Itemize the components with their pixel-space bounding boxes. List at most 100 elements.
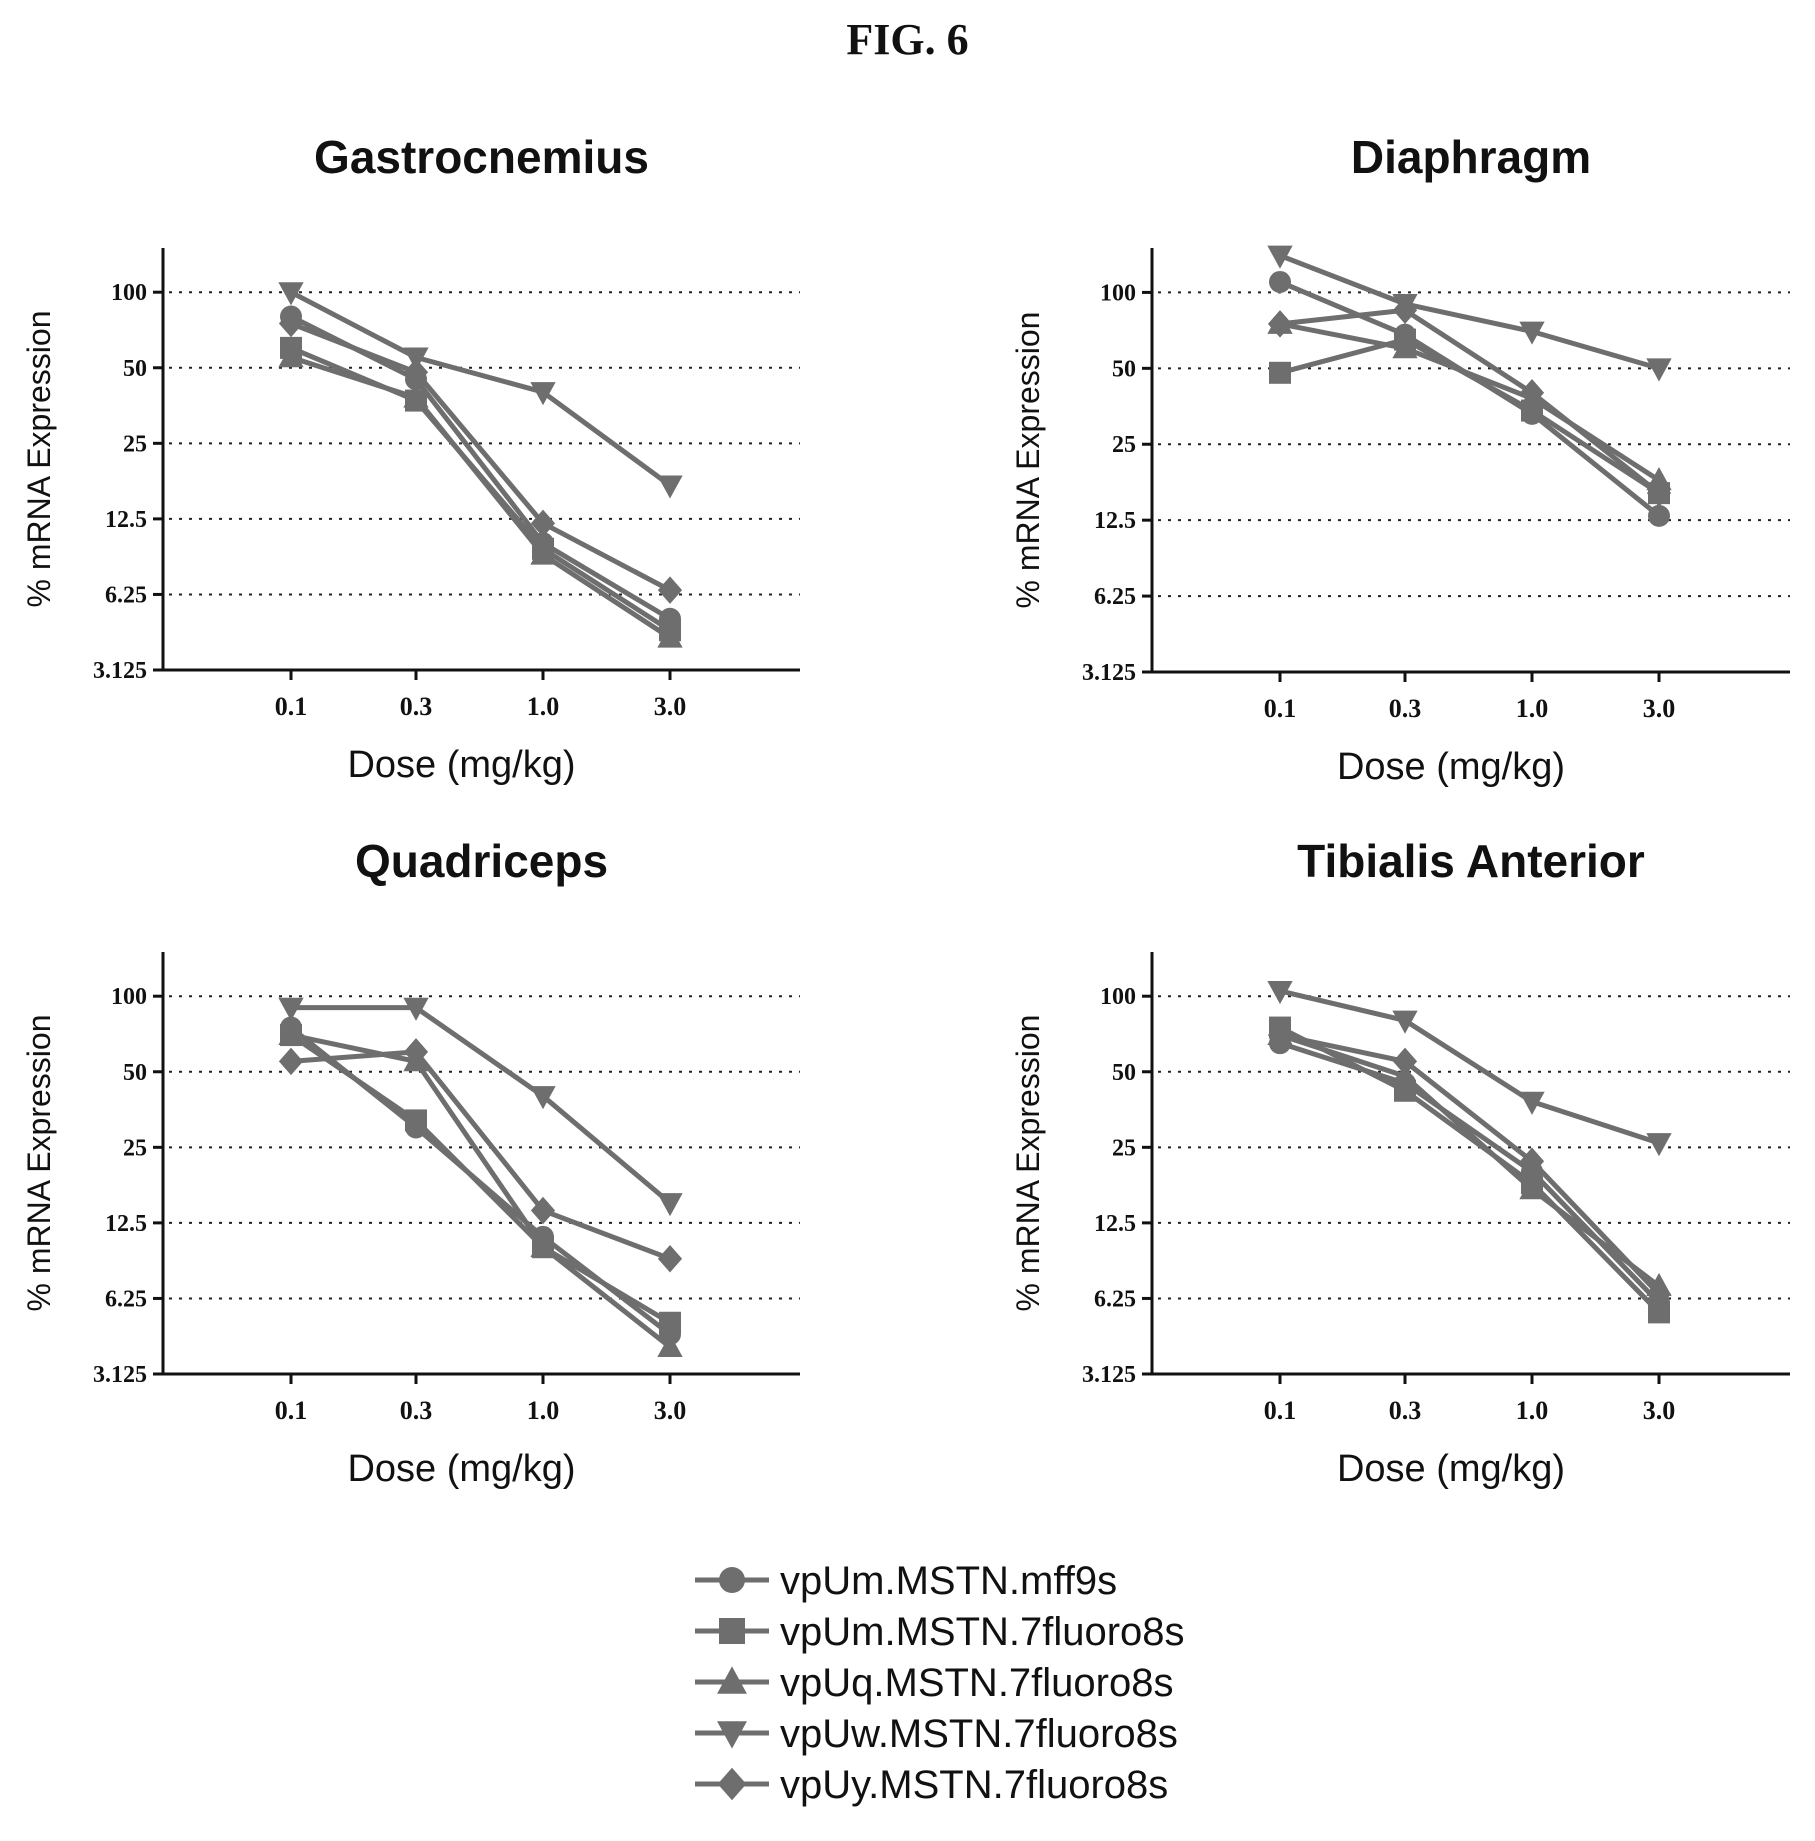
- legend-marker: [719, 1618, 745, 1644]
- legend-marker: [717, 1666, 747, 1694]
- data-point: [1519, 1176, 1545, 1200]
- series-line: [289, 1033, 672, 1325]
- x-tick-label: 0.1: [1264, 1396, 1297, 1425]
- legend-label: vpUm.MSTN.mff9s: [780, 1559, 1117, 1603]
- data-point: [403, 1038, 429, 1066]
- series-vpuq-mstn-7fluoro8s: [278, 344, 683, 648]
- series-vpuw-mstn-7fluoro8s: [278, 282, 683, 499]
- series-line: [1279, 988, 1660, 1146]
- data-point: [278, 1047, 304, 1076]
- series-vpum-mstn-mff9s: [1269, 1032, 1670, 1314]
- series-line: [290, 1032, 672, 1350]
- chart-panel-gastrocnemius: Gastrocnemius 3.125 6.25 12.5 25 50 100 0.1 0.3 1…: [21, 131, 800, 786]
- data-point: [530, 1196, 556, 1225]
- data-point: [1392, 1010, 1418, 1034]
- data-point: [659, 1311, 681, 1334]
- y-tick-label: 3.125: [1082, 660, 1136, 686]
- x-tick-label: 0.3: [1389, 694, 1422, 723]
- chart-title: Diaphragm: [1351, 131, 1591, 183]
- chart-title: Quadriceps: [355, 835, 608, 887]
- series-line: [1279, 1040, 1661, 1305]
- figure-title: FIG. 6: [846, 15, 969, 64]
- legend-marker: [719, 1567, 745, 1593]
- x-tick-label: 3.0: [1643, 694, 1676, 723]
- legend-item-vpum-mstn-7fluoro8s: vpUm.MSTN.7fluoro8s: [695, 1610, 1185, 1654]
- data-point: [278, 282, 304, 306]
- series-line: [1279, 321, 1661, 483]
- data-point: [1646, 479, 1672, 507]
- x-tick-label: 1.0: [1516, 694, 1549, 723]
- x-tick-label: 0.1: [1264, 694, 1297, 723]
- legend-label: vpUy.MSTN.7fluoro8s: [780, 1763, 1168, 1807]
- x-tick-label: 3.0: [654, 692, 687, 721]
- legend-item-vpuy-mstn-7fluoro8s: vpUy.MSTN.7fluoro8s: [695, 1763, 1168, 1807]
- legend-label: vpUw.MSTN.7fluoro8s: [780, 1712, 1178, 1756]
- data-point: [1646, 1280, 1672, 1308]
- data-point: [1648, 1301, 1670, 1324]
- y-tick-label: 25: [123, 1135, 147, 1161]
- x-tick-label: 0.1: [275, 692, 308, 721]
- data-point: [278, 1021, 304, 1045]
- data-point: [1519, 1091, 1545, 1115]
- series-line: [290, 354, 672, 640]
- legend: vpUm.MSTN.mff9s vpUm.MSTN.7fluoro8s vpUq.M…: [695, 1559, 1185, 1807]
- series-line: [291, 1005, 672, 1205]
- series-line: [290, 321, 672, 593]
- y-tick-label: 100: [111, 280, 147, 306]
- data-point: [403, 997, 429, 1021]
- y-tick-label: 3.125: [93, 1362, 147, 1388]
- data-point: [657, 1244, 683, 1273]
- y-tick-label: 6.25: [1094, 1286, 1136, 1312]
- data-point: [530, 1234, 556, 1258]
- y-tick-label: 12.5: [1094, 1211, 1136, 1237]
- y-tick-label: 50: [1112, 356, 1136, 382]
- data-point: [1269, 361, 1291, 384]
- data-point: [1392, 1047, 1418, 1076]
- data-point: [530, 541, 556, 565]
- data-point: [1392, 296, 1418, 324]
- chart-title: Gastrocnemius: [314, 131, 649, 183]
- chart-title: Tibialis Anterior: [1297, 835, 1645, 887]
- y-tick-label: 100: [1100, 984, 1136, 1010]
- data-point: [530, 382, 556, 406]
- series-vpum-mstn-mff9s: [1269, 270, 1670, 527]
- y-tick-label: 12.5: [105, 507, 147, 533]
- series-line: [289, 314, 672, 621]
- x-axis-label: Dose (mg/kg): [347, 1448, 575, 1490]
- y-tick-label: 6.25: [105, 1286, 147, 1312]
- series-vpuw-mstn-7fluoro8s: [278, 997, 683, 1217]
- data-point: [530, 1086, 556, 1110]
- data-point: [1392, 335, 1418, 359]
- y-tick-label: 100: [1100, 280, 1136, 306]
- legend-label: vpUq.MSTN.7fluoro8s: [780, 1661, 1173, 1705]
- data-point: [657, 1193, 683, 1217]
- data-point: [1267, 1021, 1293, 1049]
- series-line: [290, 345, 672, 633]
- x-axis-label: Dose (mg/kg): [1337, 746, 1565, 788]
- y-tick-label: 50: [123, 1060, 147, 1086]
- series-vpuy-mstn-7fluoro8s: [278, 1038, 683, 1273]
- y-tick-label: 25: [1112, 1135, 1136, 1161]
- series-line: [1279, 253, 1660, 371]
- x-tick-label: 1.0: [1516, 1396, 1549, 1425]
- y-tick-label: 3.125: [93, 658, 147, 684]
- data-point: [403, 384, 429, 408]
- series-vpum-mstn-mff9s: [280, 305, 681, 630]
- x-tick-label: 3.0: [1643, 1396, 1676, 1425]
- data-point: [1267, 310, 1293, 338]
- y-tick-label: 6.25: [1094, 584, 1136, 610]
- data-point: [1646, 358, 1672, 382]
- chart-panel-tibialis-anterior: Tibialis Anterior 3.125 6.25 12.5 25 50 100 0.1…: [1010, 835, 1790, 1490]
- series-vpuw-mstn-7fluoro8s: [1267, 980, 1672, 1157]
- series-vpum-mstn-7fluoro8s: [280, 336, 681, 642]
- data-point: [278, 309, 304, 338]
- series-vpuy-mstn-7fluoro8s: [278, 309, 683, 604]
- data-point: [657, 576, 683, 604]
- data-point: [1646, 467, 1672, 491]
- series-line: [1279, 1032, 1661, 1296]
- chart-panel-quadriceps: Quadriceps 3.125 6.25 12.5 25 50 100 0.1 0.3 1.0 3…: [21, 835, 800, 1490]
- x-tick-label: 0.3: [1389, 1396, 1422, 1425]
- data-point: [1519, 321, 1545, 345]
- data-point: [1269, 270, 1291, 293]
- y-tick-label: 25: [123, 431, 147, 457]
